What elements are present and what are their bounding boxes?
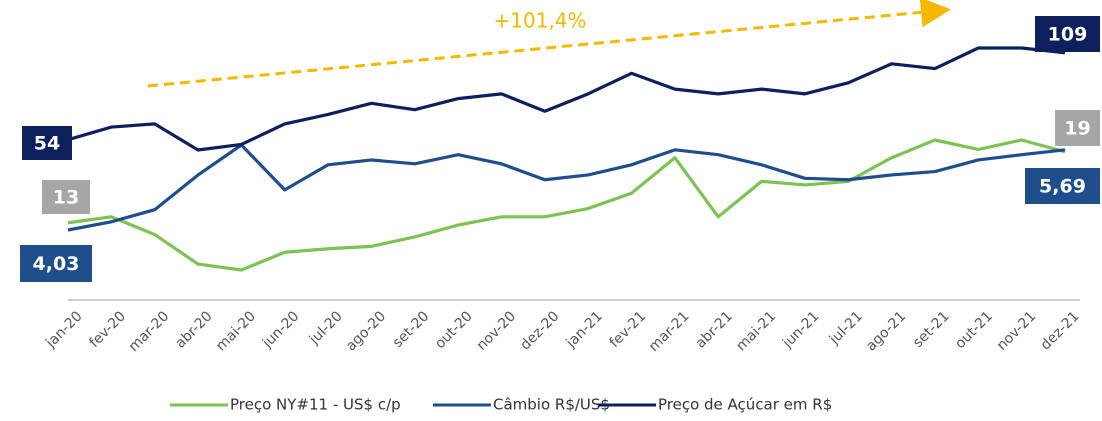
end-label-box xyxy=(20,245,92,282)
legend-label: Preço de Açúcar em R$ xyxy=(658,396,832,414)
end-label-box xyxy=(1025,168,1100,204)
x-tick-label: jan-20 xyxy=(42,308,85,351)
x-tick-label: ago-20 xyxy=(343,308,389,354)
end-label: 54 xyxy=(34,133,60,155)
x-tick-label: mar-21 xyxy=(646,308,693,355)
series-line xyxy=(67,143,1066,232)
x-tick-label: ago-21 xyxy=(863,308,909,354)
x-tick-label: dez-20 xyxy=(517,308,562,353)
x-tick-label: mai-21 xyxy=(733,308,779,354)
end-label-box xyxy=(1055,110,1100,146)
end-label: 19 xyxy=(1064,118,1090,140)
x-tick-label: set-21 xyxy=(910,308,953,351)
x-tick-label: jan-21 xyxy=(563,308,606,351)
series-line xyxy=(67,138,1066,272)
x-tick-label: abr-20 xyxy=(172,308,215,351)
x-tick-label: fev-21 xyxy=(607,308,650,351)
end-label: 109 xyxy=(1048,24,1088,46)
end-label: 5,69 xyxy=(1039,176,1086,198)
series-line xyxy=(67,46,1066,152)
x-tick-label: jul-20 xyxy=(306,308,346,348)
x-tick-label: out-20 xyxy=(432,308,476,352)
legend-label: Câmbio R$/US$ xyxy=(493,396,610,414)
x-tick-label: nov-20 xyxy=(474,308,519,353)
x-tick-label: fev-20 xyxy=(86,308,129,351)
x-tick-label: jun-20 xyxy=(259,308,302,351)
x-tick-label: mai-20 xyxy=(213,308,259,354)
end-label-box xyxy=(22,126,72,160)
x-tick-label: mar-20 xyxy=(126,308,173,355)
end-label-box xyxy=(42,180,90,214)
x-tick-label: jul-21 xyxy=(826,308,866,348)
x-tick-label: set-20 xyxy=(390,308,433,351)
x-tick-label: nov-21 xyxy=(994,308,1039,353)
trend-arrow xyxy=(147,0,951,88)
x-tick-label: jun-21 xyxy=(779,308,822,351)
end-label: 4,03 xyxy=(33,253,80,275)
x-tick-label: dez-21 xyxy=(1038,308,1083,353)
legend-label: Preço NY#11 - US$ c/p xyxy=(230,396,401,414)
end-label: 13 xyxy=(53,187,79,209)
end-label-box xyxy=(1035,16,1100,52)
x-tick-label: out-21 xyxy=(952,308,996,352)
annotation: +101,4% xyxy=(493,9,586,33)
x-tick-label: abr-21 xyxy=(693,308,736,351)
